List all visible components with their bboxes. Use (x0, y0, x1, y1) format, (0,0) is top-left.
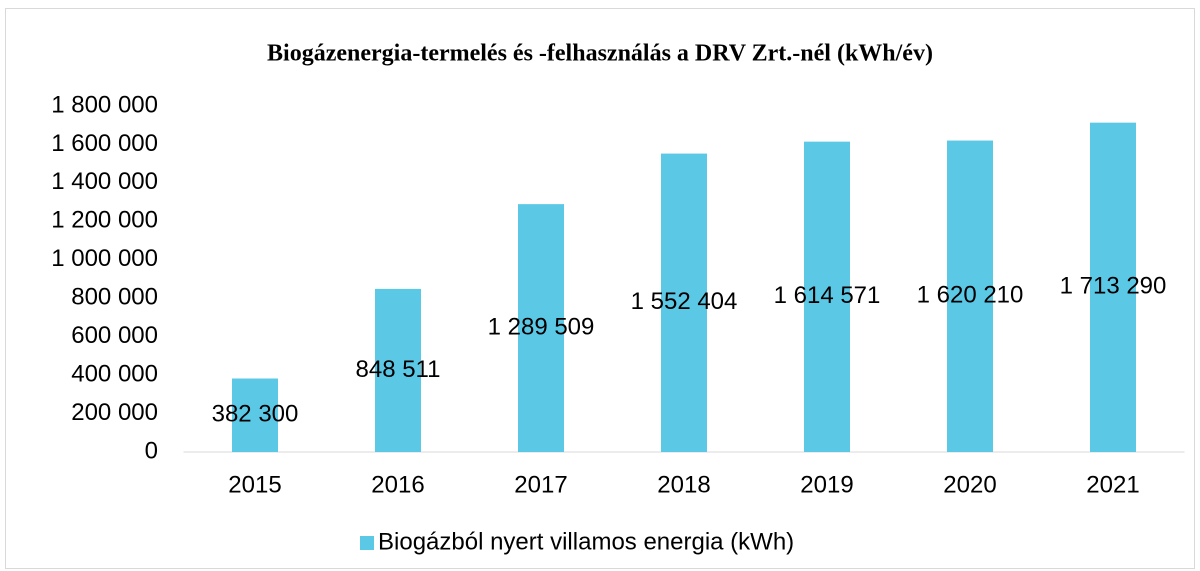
data-label: 382 300 (212, 401, 299, 428)
x-tick-label: 2021 (1086, 471, 1139, 498)
y-tick-label: 1 200 000 (51, 207, 158, 234)
bar (661, 153, 707, 453)
data-label: 1 620 210 (917, 282, 1024, 309)
chart-title: Biogázenergia-termelés és -felhasználás … (267, 41, 933, 67)
y-tick-label: 1 600 000 (51, 130, 158, 157)
bar (947, 140, 993, 452)
chart-frame (5, 8, 1195, 569)
y-tick-label: 600 000 (71, 322, 158, 349)
data-label: 1 713 290 (1060, 273, 1167, 300)
y-tick-label: 0 (145, 437, 158, 464)
y-tick-label: 1 800 000 (51, 91, 158, 118)
x-tick-label: 2018 (657, 471, 710, 498)
y-tick-label: 200 000 (71, 399, 158, 426)
bar (232, 378, 278, 452)
y-tick-label: 1 400 000 (51, 168, 158, 195)
data-label: 1 552 404 (631, 288, 738, 315)
x-tick-label: 2016 (371, 471, 424, 498)
y-tick-label: 1 000 000 (51, 245, 158, 272)
data-label: 848 511 (356, 356, 441, 383)
bar (1090, 122, 1136, 452)
bar (804, 141, 850, 453)
bar (518, 204, 564, 452)
legend-swatch (360, 536, 374, 550)
x-tick-label: 2015 (228, 471, 281, 498)
legend-label: Biogázból nyert villamos energia (kWh) (378, 528, 794, 555)
data-label: 1 289 509 (488, 313, 595, 340)
y-tick-label: 800 000 (71, 284, 158, 311)
y-tick-label: 400 000 (71, 360, 158, 387)
x-tick-label: 2019 (800, 471, 853, 498)
x-tick-label: 2017 (514, 471, 567, 498)
data-label: 1 614 571 (774, 282, 881, 309)
bar (375, 288, 421, 452)
x-tick-label: 2020 (943, 471, 996, 498)
